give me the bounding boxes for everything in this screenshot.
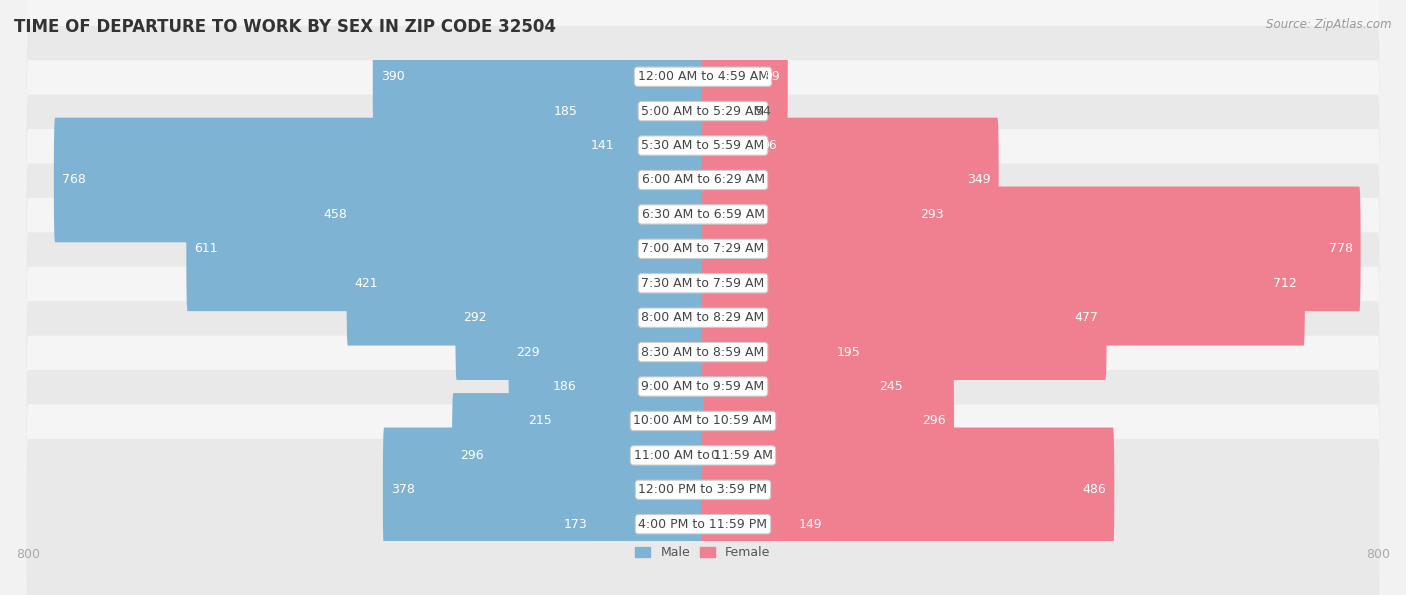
Text: 9:00 AM to 9:59 AM: 9:00 AM to 9:59 AM: [641, 380, 765, 393]
Text: 0: 0: [710, 449, 717, 462]
Text: 99: 99: [763, 70, 780, 83]
Text: 296: 296: [922, 415, 946, 427]
FancyBboxPatch shape: [702, 118, 998, 242]
FancyBboxPatch shape: [53, 118, 704, 242]
FancyBboxPatch shape: [27, 164, 1379, 334]
Text: 293: 293: [920, 208, 943, 221]
Text: TIME OF DEPARTURE TO WORK BY SEX IN ZIP CODE 32504: TIME OF DEPARTURE TO WORK BY SEX IN ZIP …: [14, 18, 555, 36]
Text: 149: 149: [799, 518, 823, 531]
FancyBboxPatch shape: [702, 186, 1361, 311]
FancyBboxPatch shape: [27, 301, 1379, 472]
Text: 12:00 AM to 4:59 AM: 12:00 AM to 4:59 AM: [637, 70, 769, 83]
Text: 96: 96: [762, 139, 778, 152]
Text: 390: 390: [381, 70, 405, 83]
Text: 768: 768: [62, 174, 86, 186]
Text: 8:00 AM to 8:29 AM: 8:00 AM to 8:29 AM: [641, 311, 765, 324]
FancyBboxPatch shape: [27, 60, 1379, 231]
FancyBboxPatch shape: [27, 95, 1379, 265]
FancyBboxPatch shape: [315, 152, 704, 277]
FancyBboxPatch shape: [382, 427, 704, 552]
FancyBboxPatch shape: [583, 83, 704, 208]
Text: 10:00 AM to 10:59 AM: 10:00 AM to 10:59 AM: [634, 415, 772, 427]
Text: 6:30 AM to 6:59 AM: 6:30 AM to 6:59 AM: [641, 208, 765, 221]
FancyBboxPatch shape: [702, 462, 830, 587]
Text: 778: 778: [1329, 242, 1353, 255]
FancyBboxPatch shape: [27, 439, 1379, 595]
FancyBboxPatch shape: [27, 198, 1379, 369]
FancyBboxPatch shape: [27, 267, 1379, 437]
FancyBboxPatch shape: [702, 290, 869, 415]
Text: 7:00 AM to 7:29 AM: 7:00 AM to 7:29 AM: [641, 242, 765, 255]
FancyBboxPatch shape: [456, 255, 704, 380]
Text: 292: 292: [464, 311, 486, 324]
Text: 4:00 PM to 11:59 PM: 4:00 PM to 11:59 PM: [638, 518, 768, 531]
FancyBboxPatch shape: [702, 359, 953, 483]
FancyBboxPatch shape: [27, 26, 1379, 196]
FancyBboxPatch shape: [702, 14, 787, 139]
FancyBboxPatch shape: [702, 221, 1305, 346]
FancyBboxPatch shape: [702, 83, 785, 208]
FancyBboxPatch shape: [702, 324, 911, 449]
Text: 173: 173: [564, 518, 588, 531]
FancyBboxPatch shape: [186, 186, 704, 311]
Text: Source: ZipAtlas.com: Source: ZipAtlas.com: [1267, 18, 1392, 31]
Text: 6:00 AM to 6:29 AM: 6:00 AM to 6:29 AM: [641, 174, 765, 186]
Text: 229: 229: [516, 346, 540, 359]
Text: 477: 477: [1074, 311, 1098, 324]
Text: 12:00 PM to 3:59 PM: 12:00 PM to 3:59 PM: [638, 483, 768, 496]
Text: 11:00 AM to 11:59 AM: 11:00 AM to 11:59 AM: [634, 449, 772, 462]
FancyBboxPatch shape: [27, 336, 1379, 506]
Text: 195: 195: [837, 346, 860, 359]
FancyBboxPatch shape: [373, 14, 704, 139]
FancyBboxPatch shape: [27, 129, 1379, 300]
Text: 5:30 AM to 5:59 AM: 5:30 AM to 5:59 AM: [641, 139, 765, 152]
FancyBboxPatch shape: [347, 221, 704, 346]
FancyBboxPatch shape: [520, 359, 704, 483]
FancyBboxPatch shape: [27, 405, 1379, 575]
Text: 349: 349: [967, 174, 991, 186]
FancyBboxPatch shape: [546, 49, 704, 174]
Text: 186: 186: [553, 380, 576, 393]
Text: 7:30 AM to 7:59 AM: 7:30 AM to 7:59 AM: [641, 277, 765, 290]
Text: 486: 486: [1083, 483, 1107, 496]
Text: 8:30 AM to 8:59 AM: 8:30 AM to 8:59 AM: [641, 346, 765, 359]
Text: 5:00 AM to 5:29 AM: 5:00 AM to 5:29 AM: [641, 105, 765, 118]
FancyBboxPatch shape: [702, 255, 1107, 380]
Text: 185: 185: [554, 105, 578, 118]
Text: 421: 421: [354, 277, 378, 290]
Text: 245: 245: [879, 380, 903, 393]
FancyBboxPatch shape: [509, 290, 704, 415]
FancyBboxPatch shape: [27, 232, 1379, 403]
Text: 378: 378: [391, 483, 415, 496]
FancyBboxPatch shape: [546, 324, 704, 449]
FancyBboxPatch shape: [702, 49, 749, 174]
Legend: Male, Female: Male, Female: [630, 541, 776, 564]
FancyBboxPatch shape: [27, 370, 1379, 541]
FancyBboxPatch shape: [702, 427, 1115, 552]
Text: 54: 54: [755, 105, 770, 118]
FancyBboxPatch shape: [555, 462, 704, 587]
Text: 296: 296: [460, 449, 484, 462]
FancyBboxPatch shape: [27, 0, 1379, 162]
Text: 215: 215: [529, 415, 553, 427]
FancyBboxPatch shape: [702, 152, 952, 277]
FancyBboxPatch shape: [453, 393, 704, 518]
Text: 458: 458: [323, 208, 347, 221]
Text: 611: 611: [194, 242, 218, 255]
Text: 712: 712: [1274, 277, 1296, 290]
Text: 141: 141: [591, 139, 614, 152]
